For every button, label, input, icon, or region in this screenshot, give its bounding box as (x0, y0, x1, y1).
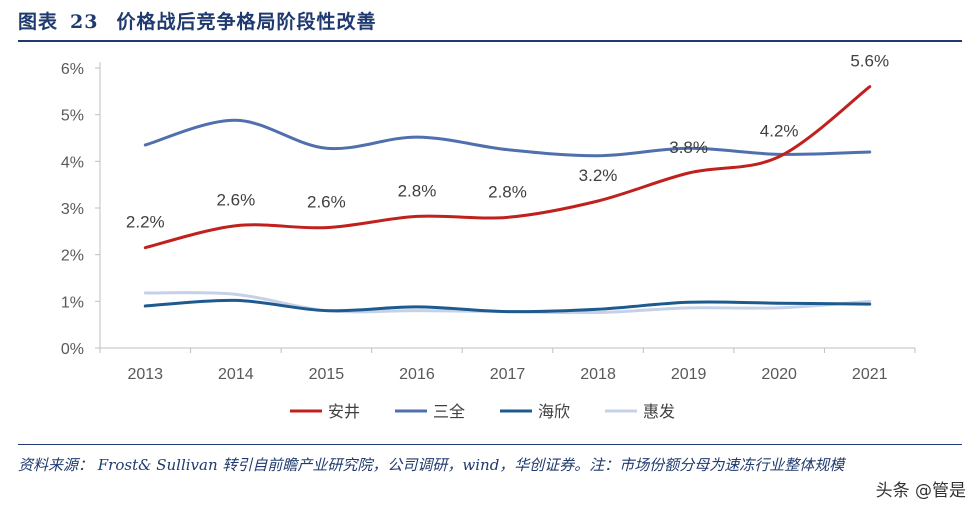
figure-number: 23 (70, 11, 99, 33)
x-tick-label: 2014 (218, 366, 254, 383)
series-line-3 (143, 298, 872, 314)
x-tick-label: 2013 (127, 366, 163, 383)
y-tick-label: 0% (61, 341, 84, 358)
figure-label: 图表 (18, 11, 59, 33)
source-note: 资料来源： Frost& Sullivan 转引自前瞻产业研究院，公司调研，wi… (18, 456, 845, 474)
data-label: 2.6% (307, 193, 346, 212)
x-tick-label: 2021 (852, 366, 888, 383)
series-line-1 (143, 85, 872, 250)
watermark: 头条 @管是 (875, 481, 966, 501)
x-tick-label: 2016 (399, 366, 435, 383)
legend-label: 海欣 (538, 402, 570, 421)
line-chart: 0% 1% 2% 3% 4% 5% 6% 2013 2014 2015 2016 2017 2018 20… (61, 52, 916, 421)
figure-title-text: 价格战后竞争格局阶段性改善 (116, 11, 377, 33)
title-divider (18, 40, 962, 42)
data-label: 2.2% (126, 213, 165, 232)
y-tick-label: 6% (61, 61, 84, 78)
data-label: 2.6% (216, 191, 255, 210)
legend-label: 惠发 (643, 402, 675, 421)
x-tick-label: 2019 (671, 366, 707, 383)
x-tick-label: 2020 (761, 366, 797, 383)
y-tick-label: 4% (61, 154, 84, 171)
y-tick-label: 1% (61, 294, 84, 311)
y-tick-label: 2% (61, 248, 84, 265)
y-tick-label: 3% (61, 201, 84, 218)
figure-title: 图表 23 价格战后竞争格局阶段性改善 (18, 6, 376, 38)
y-tick-label: 5% (61, 108, 84, 125)
x-tick-label: 2018 (580, 366, 616, 383)
data-label: 2.8% (488, 182, 527, 201)
series-line-2 (143, 118, 872, 158)
source-divider (18, 444, 962, 445)
data-label: 5.6% (850, 52, 889, 71)
data-label: 3.8% (669, 138, 708, 157)
x-tick-label: 2017 (490, 366, 526, 383)
legend-label: 安井 (328, 402, 360, 421)
data-label: 3.2% (579, 166, 618, 185)
data-label: 2.8% (398, 181, 437, 200)
x-tick-label: 2015 (309, 366, 345, 383)
data-label: 4.2% (760, 122, 799, 141)
legend-label: 三全 (433, 402, 465, 421)
